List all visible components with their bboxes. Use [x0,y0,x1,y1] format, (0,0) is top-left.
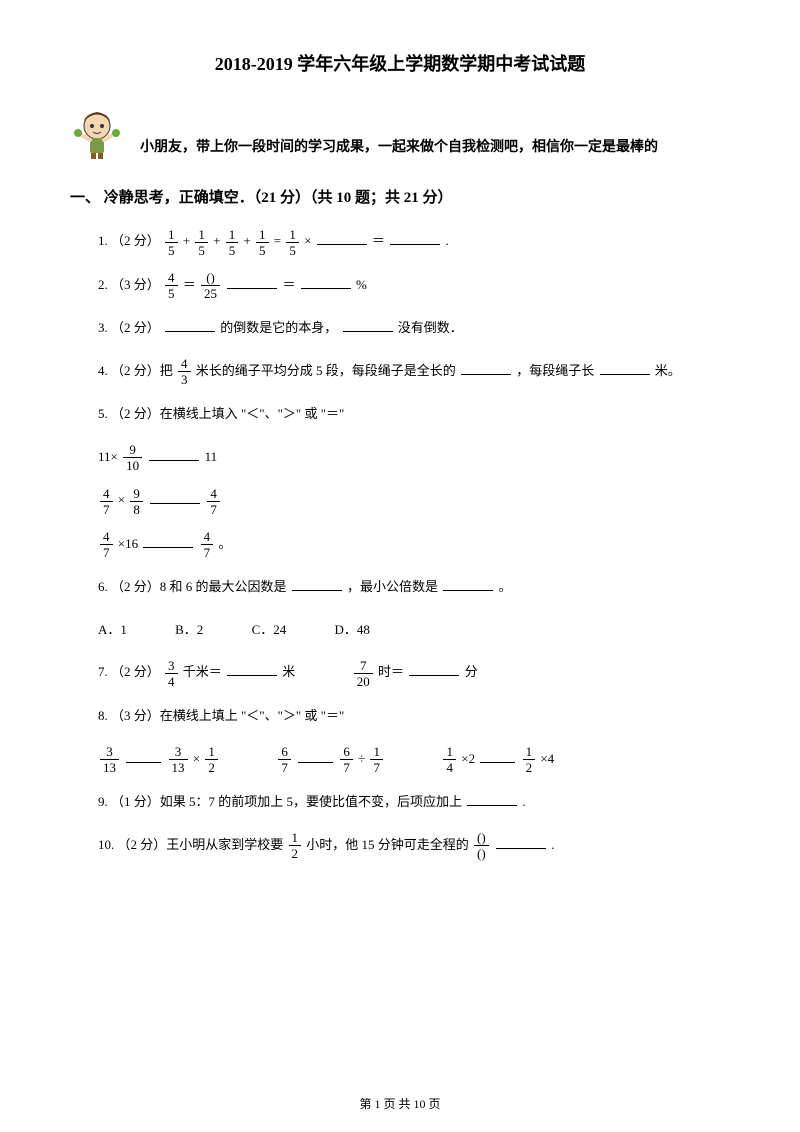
question-7: 7. （2 分） 34 千米＝ 米 720 时＝ 分 [70,658,730,688]
intro-text: 小朋友，带上你一段时间的学习成果，一起来做个自我检测吧，相信你一定是最棒的 [140,136,658,161]
question-5: 5. （2 分）在横线上填入 "＜"、"＞" 或 "＝" [70,400,730,429]
page-title: 2018-2019 学年六年级上学期数学期中考试试题 [70,50,730,76]
blank [150,490,200,504]
blank [301,275,351,289]
option-b: B．2 [175,616,203,645]
blank [409,662,459,676]
blank [165,318,215,332]
section-heading: 一、 冷静思考，正确填空．（21 分）（共 10 题；共 21 分） [70,186,730,207]
question-5a: 11× 910 11 [70,443,730,473]
question-1: 1. （2 分） 15 + 15 + 15 + 15 = 15 × ＝ . [70,227,730,257]
mascot-icon [70,106,125,161]
blank [298,749,333,763]
blank [461,361,511,375]
blank [600,361,650,375]
option-a: A．1 [98,616,127,645]
question-8-row: 313 313 × 12 67 67 ÷ 17 14 ×2 12 ×4 [70,745,730,775]
blank [292,577,342,591]
option-c: C．24 [252,616,287,645]
blank [467,792,517,806]
question-8: 8. （3 分）在横线上填上 "＜"、"＞" 或 "＝" [70,702,730,731]
option-d: D．48 [334,616,369,645]
question-5c: 47 ×16 47 。 [70,530,730,560]
question-2: 2. （3 分） 45 ＝ ()25 ＝ % [70,271,730,301]
blank [343,318,393,332]
blank [126,749,161,763]
blank [143,534,193,548]
question-10: 10. （2 分）王小明从家到学校要 12 小时，他 15 分钟可走全程的 ()… [70,831,730,861]
blank [480,749,515,763]
blank [443,577,493,591]
question-6: 6. （2 分）8 和 6 的最大公因数是 ，最小公倍数是 。 [70,573,730,602]
intro-row: 小朋友，带上你一段时间的学习成果，一起来做个自我检测吧，相信你一定是最棒的 [70,106,730,161]
question-9: 9. （1 分）如果 5：7 的前项加上 5，要使比值不变，后项应加上 . [70,788,730,817]
blank [390,231,440,245]
question-5b: 47 × 98 47 [70,486,730,516]
question-4: 4. （2 分）把 43 米长的绳子平均分成 5 段，每段绳子是全长的 ，每段绳… [70,357,730,387]
blank [227,275,277,289]
blank [317,231,367,245]
blank [227,662,277,676]
page-footer: 第 1 页 共 10 页 [0,1095,800,1112]
blank [149,447,199,461]
question-6-options: A．1 B．2 C．24 D．48 [70,616,730,645]
blank [496,835,546,849]
question-3: 3. （2 分） 的倒数是它的本身， 没有倒数． [70,314,730,343]
